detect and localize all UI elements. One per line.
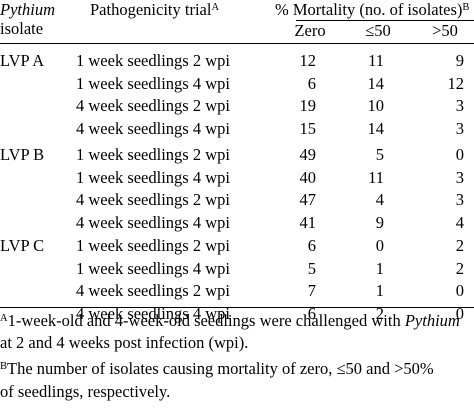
header-trial: Pathogenicity trialA	[90, 0, 220, 19]
gt50-cell: 0	[455, 303, 464, 323]
header-pythium: Pythium	[0, 0, 55, 19]
header-zero: Zero	[294, 21, 326, 40]
gt50-cell: 4	[455, 212, 464, 232]
trial-cell: 1 week seedlings 2 wpi	[76, 145, 230, 164]
zero-cell: 40	[299, 167, 317, 187]
gt50-cell: 9	[455, 51, 464, 70]
footnote-a-line2: at 2 and 4 weeks post infection (wpi).	[0, 333, 249, 352]
le50-cell: 10	[367, 96, 385, 116]
zero-cell: 5	[307, 258, 316, 278]
le50-cell: 1	[375, 281, 384, 301]
trial-cell: 1 week seedlings 4 wpi	[76, 167, 230, 187]
header-isolate: isolate	[0, 19, 44, 38]
le50-cell: 9	[375, 212, 384, 232]
trial-cell: 4 week seedlings 2 wpi	[76, 281, 230, 301]
le50-cell: 2	[375, 303, 384, 323]
trial-cell: 4 week seedlings 4 wpi	[76, 303, 230, 323]
le50-cell: 0	[375, 236, 384, 255]
gt50-cell: 2	[455, 258, 464, 278]
footnote-b-line1: BThe number of isolates causing mortalit…	[0, 359, 434, 378]
mortality-note-mark: B	[462, 1, 470, 13]
zero-cell: 15	[299, 118, 317, 138]
isolate-label: LVP B	[0, 145, 45, 164]
trial-cell: 1 week seedlings 2 wpi	[76, 51, 230, 70]
zero-cell: 41	[299, 212, 317, 232]
zero-cell: 6	[307, 236, 316, 255]
trial-cell: 1 week seedlings 2 wpi	[76, 236, 230, 255]
bottom-rule	[0, 307, 474, 308]
header-gt50: >50	[432, 21, 458, 40]
header-mortality: % Mortality (no. of isolates)B	[275, 0, 470, 19]
gt50-cell: 12	[447, 73, 465, 93]
zero-cell: 6	[307, 73, 316, 93]
gt50-cell: 3	[455, 96, 464, 116]
zero-cell: 7	[307, 281, 316, 301]
le50-cell: 14	[367, 118, 385, 138]
isolate-label: LVP A	[0, 51, 45, 70]
gt50-cell: 0	[455, 145, 464, 164]
gt50-cell: 3	[455, 118, 464, 138]
le50-cell: 1	[375, 258, 384, 278]
le50-cell: 14	[367, 73, 385, 93]
le50-cell: 4	[375, 190, 384, 210]
trial-cell: 1 week seedlings 4 wpi	[76, 73, 230, 93]
zero-cell: 12	[299, 51, 317, 70]
trial-cell: 4 week seedlings 4 wpi	[76, 212, 230, 232]
zero-cell: 19	[299, 96, 317, 116]
le50-cell: 5	[375, 145, 384, 164]
header-le50: ≤50	[365, 21, 391, 40]
trial-cell: 4 week seedlings 4 wpi	[76, 118, 230, 138]
le50-cell: 11	[368, 167, 384, 187]
zero-cell: 6	[307, 303, 316, 323]
footnote-b-line2: of seedlings, respectively.	[0, 382, 171, 401]
zero-cell: 49	[299, 145, 317, 164]
trial-cell: 1 week seedlings 4 wpi	[76, 258, 230, 278]
gt50-cell: 2	[455, 236, 464, 255]
header-rule	[0, 43, 474, 44]
isolate-label: LVP C	[0, 236, 45, 255]
gt50-cell: 3	[455, 167, 464, 187]
le50-cell: 11	[368, 51, 384, 70]
trial-note-mark: A	[211, 1, 220, 13]
gt50-cell: 0	[455, 281, 464, 301]
gt50-cell: 3	[455, 190, 464, 210]
trial-cell: 4 week seedlings 2 wpi	[76, 96, 230, 116]
mortality-rule	[296, 20, 474, 21]
footnote-a-line1: A1-week-old and 4-week-old seedlings wer…	[0, 311, 460, 330]
trial-cell: 4 week seedlings 2 wpi	[76, 190, 230, 210]
zero-cell: 47	[299, 190, 317, 210]
